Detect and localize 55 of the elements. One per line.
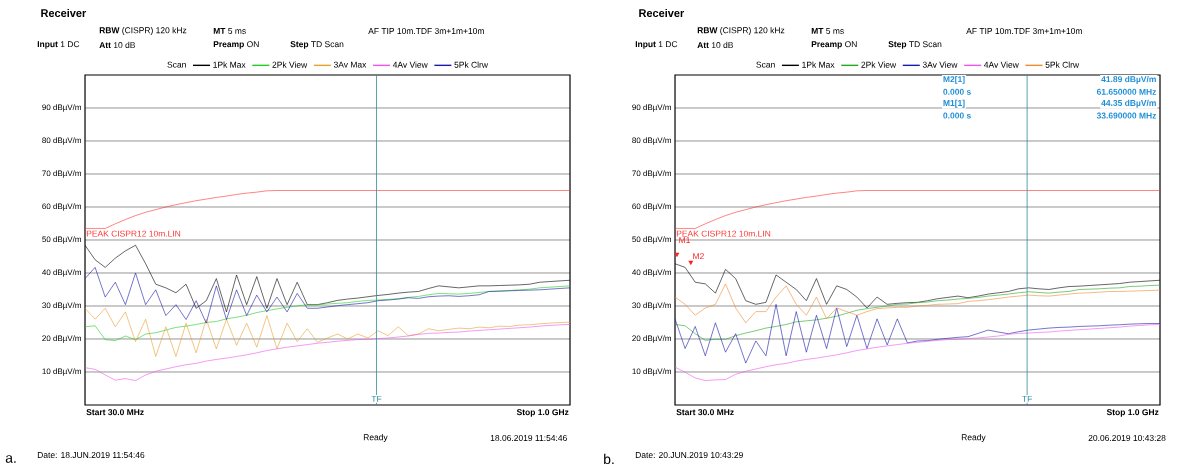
text: RBW (CISPR) 120 kHz (99, 27, 187, 35)
text: Att 10 dB (697, 41, 733, 49)
annotation: TF (371, 395, 382, 402)
text: Start 30.0 MHz (86, 409, 144, 416)
annotation: 44.35 dBµV/m (1101, 99, 1156, 108)
text: RBW (CISPR) 120 kHz (697, 27, 785, 35)
annotation: M2 (693, 253, 704, 260)
text: Input 1 DC (635, 41, 678, 49)
legend-label: 2Pk View (861, 61, 897, 68)
legend-label: 4Av View (392, 61, 428, 68)
text: AF TIP 10m.TDF 3m+1m+10m (966, 28, 1082, 34)
series-label: PEAK CISPR12 10m.LIN (86, 230, 181, 237)
text: Preamp ON (811, 41, 857, 49)
text: 18.06.2019 11:54:46 (490, 434, 567, 441)
legend-title: Scan (167, 61, 186, 68)
chart-title: Receiver (41, 8, 87, 18)
legend-label: 4Av View (984, 61, 1019, 68)
chart-title: Receiver (639, 8, 685, 18)
legend-label: 2Pk View (272, 61, 308, 68)
text: Start 30.0 MHz (676, 409, 734, 416)
annotation: M2[1] (943, 75, 965, 84)
text: 20.06.2019 10:43:28 (1088, 434, 1166, 441)
text: Ready (961, 434, 986, 442)
text: Date: 20.JUN.2019 10:43:29 (635, 451, 743, 458)
legend-label: 1Pk Max (213, 61, 246, 68)
legend-label: 5Pk Clrw (454, 61, 488, 68)
text: Step TD Scan (290, 41, 344, 49)
line-series (85, 307, 571, 357)
annotation: M1[1] (943, 99, 965, 108)
text: Stop 1.0 GHz (516, 409, 569, 417)
text: MT 5 ms (213, 28, 246, 34)
annotation: 0.000 s (943, 112, 971, 119)
text: AF TIP 10m.TDF 3m+1m+10m (368, 28, 484, 34)
legend-title: Scan (756, 61, 775, 68)
text: Date: 18.JUN.2019 11:54:46 (37, 451, 145, 458)
annotation: 41.89 dBµV/m (1101, 75, 1156, 84)
text: MT 5 ms (811, 28, 844, 34)
annotation: 0.000 s (943, 88, 971, 95)
legend-label: 3Av View (922, 61, 958, 68)
text: b. (604, 453, 614, 465)
text: Step TD Scan (888, 41, 942, 49)
text: Input 1 DC (37, 41, 80, 49)
text: a. (5, 455, 16, 463)
annotation: 33.690000 MHz (1096, 112, 1157, 119)
legend-label: 3Av Max (333, 61, 367, 68)
legend-label: 5Pk Clrw (1045, 61, 1080, 68)
legend-label: 1Pk Max (802, 61, 835, 68)
series-label: PEAK CISPR12 10m.LIN (676, 230, 771, 237)
text: Att 10 dB (99, 41, 135, 49)
annotation: M1 (679, 237, 690, 243)
annotation: 61.650000 MHz (1096, 88, 1157, 95)
text: Ready (363, 434, 388, 442)
text: Preamp ON (213, 41, 259, 49)
annotation: TF (1022, 395, 1032, 402)
text: Stop 1.0 GHz (1106, 409, 1159, 417)
